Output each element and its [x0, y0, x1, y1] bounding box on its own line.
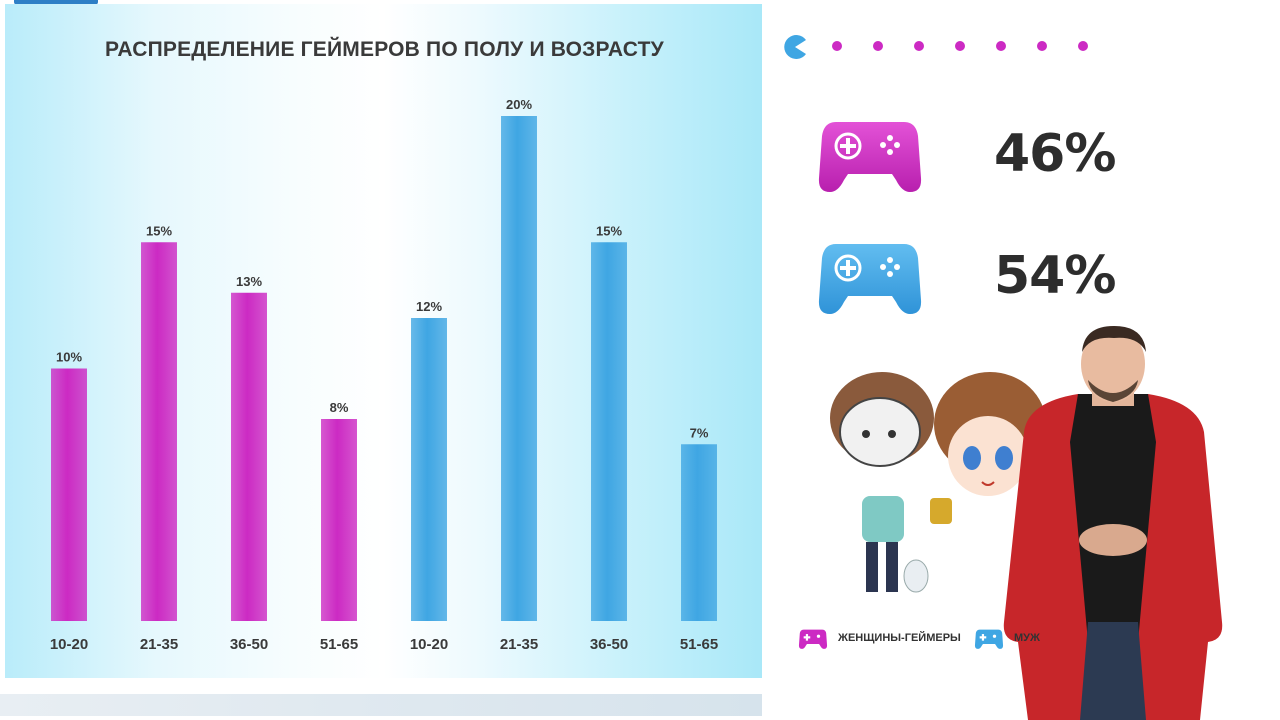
bar-female-36-50: [231, 292, 267, 621]
bar-female-51-65: [321, 419, 357, 621]
bar-value-label: 7%: [690, 425, 709, 440]
bar-male-21-35: [501, 116, 537, 621]
bar-male-51-65: [681, 444, 717, 621]
gamepad-pink-icon: [798, 629, 828, 649]
chart-panel: РАСПРЕДЕЛЕНИЕ ГЕЙМЕРОВ ПО ПОЛУ И ВОЗРАСТ…: [5, 4, 762, 678]
bar-male-10-20: [411, 318, 447, 621]
bottom-strip: [0, 694, 762, 716]
top-left-tab: [14, 0, 98, 5]
progress-dot: [955, 41, 965, 51]
x-tick-label: 51-65: [680, 636, 718, 653]
bar-value-label: 15%: [146, 223, 172, 238]
x-tick-label: 21-35: [500, 636, 538, 653]
progress-dot: [996, 41, 1006, 51]
x-tick-label: 36-50: [590, 636, 628, 653]
x-tick-label: 51-65: [320, 636, 358, 653]
bar-female-10-20: [51, 368, 87, 621]
legend-female-label: ЖЕНЩИНЫ-ГЕЙМЕРЫ: [838, 632, 961, 644]
progress-dot: [1037, 41, 1047, 51]
female-share-row: 46%: [818, 116, 1118, 196]
presenter-photo: [1003, 326, 1223, 720]
male-share-row: 54%: [818, 238, 1118, 318]
progress-dot: [832, 41, 842, 51]
x-tick-label: 10-20: [50, 636, 88, 653]
female-share-value: 46%: [994, 124, 1116, 184]
progress-dot: [1078, 41, 1088, 51]
right-panel: 46% 54%: [762, 0, 1280, 720]
gamepad-blue-icon: [974, 629, 1004, 649]
pacman-icon: [784, 35, 806, 59]
male-share-value: 54%: [994, 246, 1116, 306]
bar-value-label: 10%: [56, 350, 82, 365]
x-tick-label: 10-20: [410, 636, 448, 653]
legend-male-label: МУЖ: [1014, 632, 1040, 644]
chart-title: РАСПРЕДЕЛЕНИЕ ГЕЙМЕРОВ ПО ПОЛУ И ВОЗРАСТ…: [105, 38, 664, 61]
bar-value-label: 12%: [416, 299, 442, 314]
bar-chart: 10% 10-20 15% 21-35 13% 36-50 8% 51-65 12% 10-20 2…: [50, 97, 718, 653]
bar-value-label: 20%: [506, 97, 532, 112]
bar-value-label: 15%: [596, 223, 622, 238]
progress-dot: [914, 41, 924, 51]
x-tick-label: 36-50: [230, 636, 268, 653]
x-tick-label: 21-35: [140, 636, 178, 653]
bar-value-label: 8%: [330, 400, 349, 415]
bar-female-21-35: [141, 242, 177, 621]
anime-gamers-illustration: [830, 372, 1046, 593]
bar-value-label: 13%: [236, 274, 262, 289]
bar-male-36-50: [591, 242, 627, 621]
progress-dot: [873, 41, 883, 51]
gamepad-pink-icon: [818, 122, 922, 192]
gamepad-blue-icon: [818, 244, 922, 314]
